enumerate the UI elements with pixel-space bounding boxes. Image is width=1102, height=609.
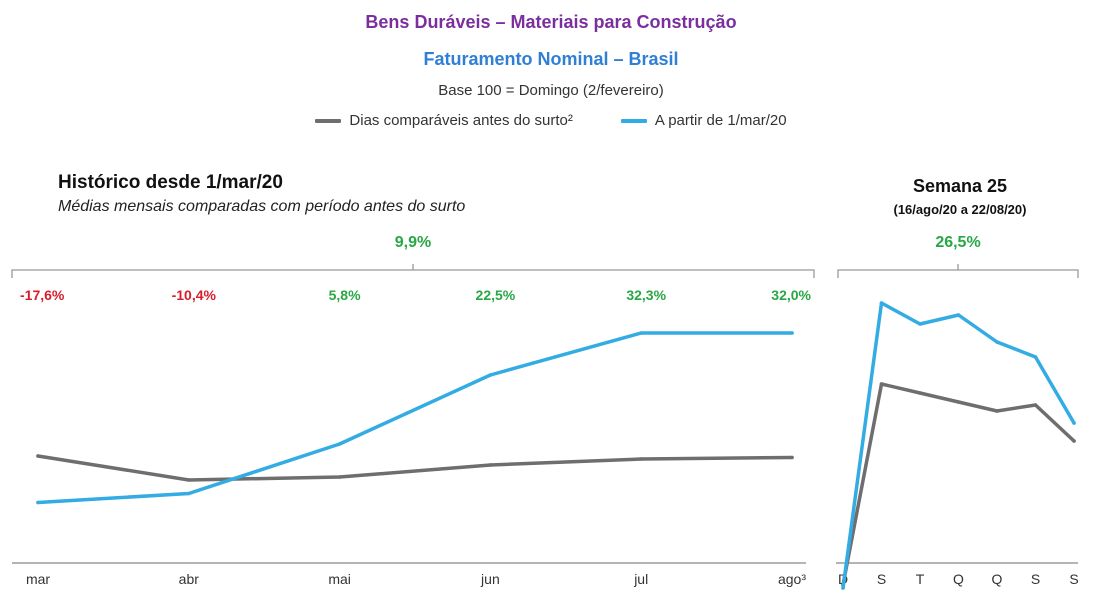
legend-swatch-after bbox=[620, 118, 647, 123]
variation-label-0: -17,6% bbox=[20, 287, 65, 303]
series-point-0-0-1 bbox=[187, 478, 191, 482]
series-point-0-1-4 bbox=[639, 331, 643, 335]
series-line-1-1 bbox=[841, 301, 1076, 590]
series-point-1-0-5 bbox=[1033, 403, 1038, 407]
series-point-1-1-2 bbox=[918, 322, 922, 326]
left-panel-subtitle: Médias mensais comparadas com período an… bbox=[58, 198, 466, 215]
series-point-0-0-5 bbox=[790, 455, 794, 460]
series-point-0-1-3 bbox=[488, 373, 493, 377]
series-point-0-0-2 bbox=[337, 475, 342, 479]
x-tick-label-0-1: abr bbox=[179, 571, 200, 587]
bracket-0 bbox=[11, 264, 815, 278]
summary-value-0: 9,9% bbox=[395, 234, 431, 251]
series-line-0-1 bbox=[36, 331, 794, 505]
series-point-0-0-3 bbox=[488, 463, 493, 467]
x-tick-label-1-5: S bbox=[1031, 571, 1040, 587]
x-tick-label-0-2: mai bbox=[328, 571, 351, 587]
series-point-0-1-2 bbox=[337, 442, 342, 446]
legend: Dias comparáveis antes do surto² A parti… bbox=[0, 112, 1102, 129]
chart-title: Bens Duráveis – Materiais para Construçã… bbox=[365, 12, 737, 32]
series-point-0-0-4 bbox=[639, 457, 643, 461]
legend-item-before: Dias comparáveis antes do surto² bbox=[315, 112, 573, 129]
legend-swatch-before bbox=[315, 118, 342, 123]
series-point-1-0-1 bbox=[879, 382, 884, 386]
x-tick-label-1-4: Q bbox=[992, 571, 1003, 587]
right-panel-title: Semana 25 bbox=[912, 176, 1008, 196]
x-tick-label-1-2: T bbox=[916, 571, 925, 587]
series-point-1-1-0 bbox=[841, 586, 845, 590]
legend-item-after: A partir de 1/mar/20 bbox=[620, 112, 787, 129]
x-tick-label-0-5: ago³ bbox=[778, 571, 806, 587]
series-line-0-0 bbox=[36, 454, 794, 482]
series-point-1-0-6 bbox=[1072, 439, 1076, 443]
variation-label-1: -10,4% bbox=[172, 287, 217, 303]
series-point-1-1-3 bbox=[956, 313, 961, 317]
x-tick-label-0-3: jun bbox=[480, 571, 500, 587]
x-tick-label-1-1: S bbox=[877, 571, 886, 587]
series-point-1-0-3 bbox=[956, 400, 961, 404]
x-tick-label-0-0: mar bbox=[26, 571, 50, 587]
left-panel-title: Histórico desde 1/mar/20 bbox=[58, 172, 283, 193]
series-point-1-1-1 bbox=[879, 301, 884, 305]
series-point-1-1-6 bbox=[1072, 421, 1076, 425]
x-tick-label-0-4: jul bbox=[633, 571, 648, 587]
right-panel-subtitle: (16/ago/20 a 22/08/20) bbox=[893, 202, 1027, 217]
bracket-1 bbox=[837, 264, 1079, 278]
series-point-0-1-1 bbox=[187, 491, 191, 496]
series-point-0-1-5 bbox=[790, 331, 794, 335]
series-point-1-1-4 bbox=[995, 340, 999, 344]
series-point-0-0-0 bbox=[36, 454, 40, 458]
x-tick-label-1-6: S bbox=[1069, 571, 1078, 587]
series-point-1-0-4 bbox=[995, 409, 999, 413]
chart-subtitle: Faturamento Nominal – Brasil bbox=[423, 49, 679, 69]
variation-label-3: 22,5% bbox=[476, 287, 516, 303]
series-point-0-1-0 bbox=[36, 500, 40, 505]
series-point-1-1-5 bbox=[1033, 355, 1038, 359]
variation-label-2: 5,8% bbox=[329, 287, 361, 303]
base-note: Base 100 = Domingo (2/fevereiro) bbox=[438, 82, 664, 99]
series-point-1-0-2 bbox=[918, 391, 922, 395]
variation-label-5: 32,0% bbox=[771, 287, 811, 303]
variation-label-4: 32,3% bbox=[626, 287, 666, 303]
legend-label-before: Dias comparáveis antes do surto² bbox=[349, 112, 573, 129]
series-line-1-0 bbox=[841, 382, 1076, 587]
legend-label-after: A partir de 1/mar/20 bbox=[654, 112, 787, 129]
x-tick-label-1-3: Q bbox=[953, 571, 964, 587]
summary-value-1: 26,5% bbox=[935, 234, 980, 251]
